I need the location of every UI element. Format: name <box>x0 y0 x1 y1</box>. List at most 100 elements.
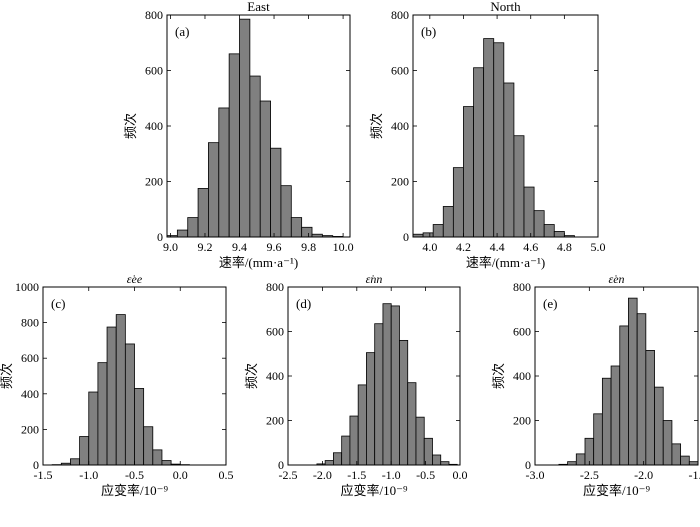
histogram-bar <box>473 67 485 238</box>
histogram-panel-e: -3.0 -2.5 -2.0 -1.5 0 200 400 600 800 (e) ε̇en 应变率/… <box>491 272 700 498</box>
histogram-bar <box>688 461 699 466</box>
histogram-bar <box>349 415 359 466</box>
histogram-bar <box>601 377 612 466</box>
histogram-bar <box>493 42 505 238</box>
histogram-bar <box>176 229 189 238</box>
x-tick-label: 4.6 <box>523 240 538 254</box>
x-tick-label: 9.0 <box>163 240 178 254</box>
y-tick-label: 400 <box>391 119 409 133</box>
x-tick-label: 4.0 <box>422 240 437 254</box>
histogram-panel-c: -1.5 -1.0 -0.5 0.0 0.5 0 200 400 600 800 1000 (c) ε̇… <box>0 272 234 498</box>
x-axis-label: 应变率/10⁻⁹ <box>583 483 650 498</box>
y-tick-label: 600 <box>266 325 284 339</box>
x-tick-label: -1.0 <box>79 468 98 482</box>
x-tick-label: -2.0 <box>313 468 332 482</box>
histogram-bar <box>619 325 629 466</box>
y-tick-label: 400 <box>513 369 531 383</box>
y-tick-label: 200 <box>513 414 531 428</box>
y-tick-label: 0 <box>157 230 163 244</box>
histogram-bar <box>440 461 450 466</box>
y-tick-label: 400 <box>266 369 284 383</box>
chart-title: ε̇nn <box>366 272 383 286</box>
histogram-bar <box>115 314 126 466</box>
x-tick-label: 0.0 <box>453 468 468 482</box>
y-axis-label: 频次 <box>123 113 138 139</box>
histogram-bar <box>70 458 80 466</box>
histogram-bar <box>533 210 545 238</box>
histogram-bar <box>452 167 464 238</box>
histogram-bar <box>143 426 154 466</box>
x-tick-label: 9.4 <box>232 240 247 254</box>
y-tick-label: 600 <box>145 64 163 78</box>
histogram-bar <box>584 437 595 466</box>
y-tick-label: 1000 <box>15 280 39 294</box>
y-tick-label: 800 <box>266 280 284 294</box>
chart-title: ε̇ee <box>127 272 143 286</box>
histogram-bar <box>187 217 199 238</box>
histogram-bar <box>134 388 145 466</box>
histogram-bar <box>228 53 240 238</box>
x-axis-label: 应变率/10⁻⁹ <box>101 483 168 498</box>
panel-label-b: (b) <box>421 24 436 39</box>
chart-title: ε̇en <box>608 272 624 286</box>
histogram-bar <box>280 185 292 238</box>
histogram-bar <box>366 352 376 466</box>
y-axis-label: 频次 <box>369 113 384 139</box>
y-tick-label: 200 <box>266 414 284 428</box>
panel-label-d: (d) <box>296 296 311 311</box>
histogram-panel-d: -2.5 -2.0 -1.5 -1.0 -0.5 0.0 0 200 400 600 800 (d) ε… <box>244 272 468 498</box>
x-tick-label: -3.0 <box>526 468 545 482</box>
histogram-panel-a: 9.0 9.2 9.4 9.6 9.8 10.0 0 200 400 600 800 (a) East 速… <box>123 0 354 270</box>
x-axis-label: 应变率/10⁻⁹ <box>340 483 407 498</box>
y-tick-label: 0 <box>278 458 284 472</box>
histogram-bar <box>442 206 454 238</box>
x-tick-label: -1.5 <box>347 468 366 482</box>
x-tick-label: -2.0 <box>634 468 653 482</box>
y-tick-label: 600 <box>21 351 39 365</box>
histogram-bar <box>422 232 434 238</box>
y-tick-label: 0 <box>403 230 409 244</box>
histogram-bar <box>432 454 442 466</box>
histogram-bar <box>324 460 334 466</box>
histogram-bar <box>483 38 495 238</box>
y-tick-label: 400 <box>21 387 39 401</box>
histogram-bar <box>152 449 163 466</box>
histogram-bar <box>124 343 135 466</box>
histogram-bar <box>593 413 603 466</box>
histogram-bar <box>218 107 230 238</box>
x-tick-label: 9.8 <box>301 240 316 254</box>
y-axis-label: 频次 <box>0 363 14 389</box>
x-tick-label: 4.4 <box>490 240 505 254</box>
y-tick-label: 200 <box>21 422 39 436</box>
y-tick-label: 800 <box>513 280 531 294</box>
histogram-bar <box>197 188 209 238</box>
histogram-bar <box>513 135 525 238</box>
histogram-bar <box>662 420 673 466</box>
histogram-bar <box>543 224 555 238</box>
x-tick-label: 9.6 <box>267 240 282 254</box>
x-tick-label: 5.0 <box>591 240 606 254</box>
histogram-bar <box>567 461 577 466</box>
chart-title: North <box>490 0 521 14</box>
x-tick-label: -0.5 <box>416 468 435 482</box>
histogram-bar <box>407 382 417 466</box>
chart-title: East <box>247 0 270 14</box>
panel-label-e: (e) <box>543 296 557 311</box>
histogram-bar <box>97 362 108 466</box>
y-tick-label: 0 <box>525 458 531 472</box>
histogram-bar <box>671 443 682 466</box>
histogram-bar <box>239 18 251 238</box>
x-tick-label: -1.5 <box>34 468 53 482</box>
x-tick-label: -0.5 <box>125 468 144 482</box>
histogram-bar <box>432 224 444 238</box>
y-tick-label: 200 <box>145 175 163 189</box>
x-axis-label: 速率/(mm·a⁻¹) <box>219 255 298 270</box>
histogram-bar <box>628 297 638 466</box>
histogram-panel-b: 4.0 4.2 4.4 4.6 4.8 5.0 0 200 400 600 800 (b) North 速… <box>369 0 606 270</box>
histogram-bar <box>374 323 384 466</box>
y-tick-label: 800 <box>21 316 39 330</box>
histogram-bar <box>382 303 392 466</box>
histogram-bar <box>290 217 303 238</box>
x-tick-label: 10.0 <box>333 240 354 254</box>
x-tick-label: 9.2 <box>197 240 212 254</box>
